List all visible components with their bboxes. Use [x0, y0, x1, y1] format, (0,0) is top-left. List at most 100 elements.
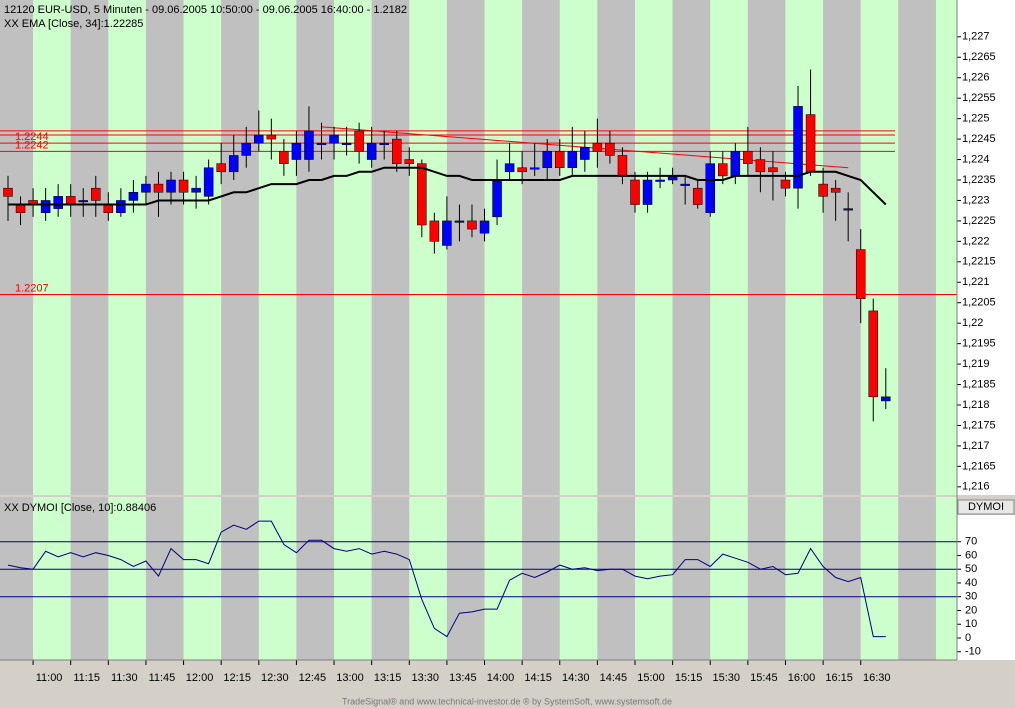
candle-body: [404, 159, 415, 164]
x-tick-label: 15:15: [675, 672, 703, 684]
osc-y-tick-label: 10: [965, 618, 977, 630]
osc-y-tick-label: 30: [965, 591, 977, 603]
candle-body: [429, 220, 440, 242]
y-tick-label: 1,224: [962, 153, 990, 165]
y-tick-label: 1,22: [962, 317, 983, 329]
candle-body: [605, 142, 615, 156]
x-tick-label: 11:00: [36, 672, 63, 684]
x-tick-label: 16:00: [788, 672, 816, 684]
osc-y-tick-label: 0: [965, 632, 971, 644]
stripe: [522, 0, 560, 660]
stripe: [898, 0, 936, 660]
stripe: [108, 0, 146, 660]
candle-body: [254, 134, 264, 144]
x-tick-label: 16:30: [863, 672, 891, 684]
stripe: [785, 0, 824, 660]
x-tick-label: 15:45: [750, 672, 778, 684]
candle-body: [529, 167, 540, 170]
y-tick-label: 1,218: [962, 399, 990, 411]
candle-body: [304, 130, 314, 160]
osc-axis-bg: [957, 515, 1015, 660]
candle-body: [454, 220, 465, 223]
stripe: [860, 0, 899, 660]
chart-title: 12120 EUR-USD, 5 Minuten - 09.06.2005 10…: [4, 4, 407, 16]
stripe: [635, 0, 673, 660]
candle-body: [241, 142, 252, 156]
candle-body: [266, 134, 277, 140]
candle-body: [692, 187, 703, 205]
candle-body: [3, 187, 13, 197]
candle-body: [592, 142, 603, 152]
candle-body: [768, 167, 778, 173]
x-tick-label: 15:00: [637, 672, 665, 684]
candle-body: [580, 147, 590, 160]
x-tick-label: 12:15: [223, 672, 251, 684]
y-tick-label: 1,2265: [962, 51, 996, 63]
stripe: [597, 0, 635, 660]
ema-line: [8, 166, 887, 206]
stripes: [0, 0, 957, 660]
x-tick-label: 13:45: [449, 672, 477, 684]
y-tick-label: 1,227: [962, 31, 990, 43]
candle-body: [91, 187, 101, 201]
osc-axis-title-box: [957, 499, 1015, 515]
stripe: [334, 0, 372, 660]
candle-body: [881, 396, 891, 402]
x-tick-label: 12:00: [186, 672, 214, 684]
candle-body: [743, 151, 753, 164]
candle-body: [718, 163, 728, 177]
y-tick-label: 1,2245: [962, 133, 996, 145]
candle-body: [329, 134, 339, 144]
y-tick-label: 1,2185: [962, 378, 996, 390]
osc-y-tick-label: 50: [965, 563, 977, 575]
level-label: 1.2242: [15, 139, 49, 151]
candle-body: [53, 196, 63, 209]
candle-body: [642, 179, 653, 205]
stripe: [747, 0, 786, 660]
y-tick-label: 1,2225: [962, 215, 996, 227]
candle-body: [479, 220, 490, 234]
candle-body: [291, 142, 302, 160]
y-tick-label: 1,2215: [962, 256, 996, 268]
candle-body: [65, 196, 76, 205]
candle-body: [655, 179, 665, 182]
y-tick-label: 1,2235: [962, 174, 996, 186]
candle-body: [216, 163, 226, 173]
y-tick-label: 1,2255: [962, 92, 996, 104]
y-tick-label: 1,221: [962, 276, 990, 288]
y-tick-label: 1,217: [962, 440, 990, 452]
x-tick-label: 14:45: [600, 672, 628, 684]
candle-body: [178, 179, 189, 193]
osc-axis-title: DYMOI: [968, 501, 1004, 513]
candle-body: [855, 249, 866, 299]
candle-body: [517, 167, 527, 173]
candle-body: [417, 163, 427, 226]
candle-body: [680, 183, 690, 186]
y-tick-label: 1,2205: [962, 297, 996, 309]
osc-panel: [0, 520, 957, 638]
candle-body: [730, 151, 741, 177]
x-tick-label: 16:15: [825, 672, 853, 684]
x-tick-label: 11:45: [149, 672, 176, 684]
y-tick-label: 1,222: [962, 235, 990, 247]
y-tick-label: 1,216: [962, 481, 990, 493]
candle-body: [40, 200, 51, 213]
stripe: [484, 0, 523, 660]
osc-legend: XX DYMOI [Close, 10]:0.88406: [4, 502, 156, 514]
candle-body: [492, 179, 502, 218]
osc-line: [7, 520, 886, 638]
candle-body: [316, 142, 327, 145]
candle-body: [793, 106, 803, 189]
candle-body: [128, 192, 139, 201]
panel-gap: [0, 495, 957, 497]
candle-body: [153, 183, 164, 193]
stripe: [296, 0, 335, 660]
level-label: 1.2244: [15, 131, 49, 143]
osc-y-tick-label: 20: [965, 604, 977, 616]
candle-body: [504, 163, 515, 173]
level-label: 1.2207: [15, 282, 49, 294]
x-tick-label: 15:30: [712, 672, 740, 684]
y-tick-label: 1,226: [962, 72, 990, 84]
candle-body: [116, 200, 126, 213]
